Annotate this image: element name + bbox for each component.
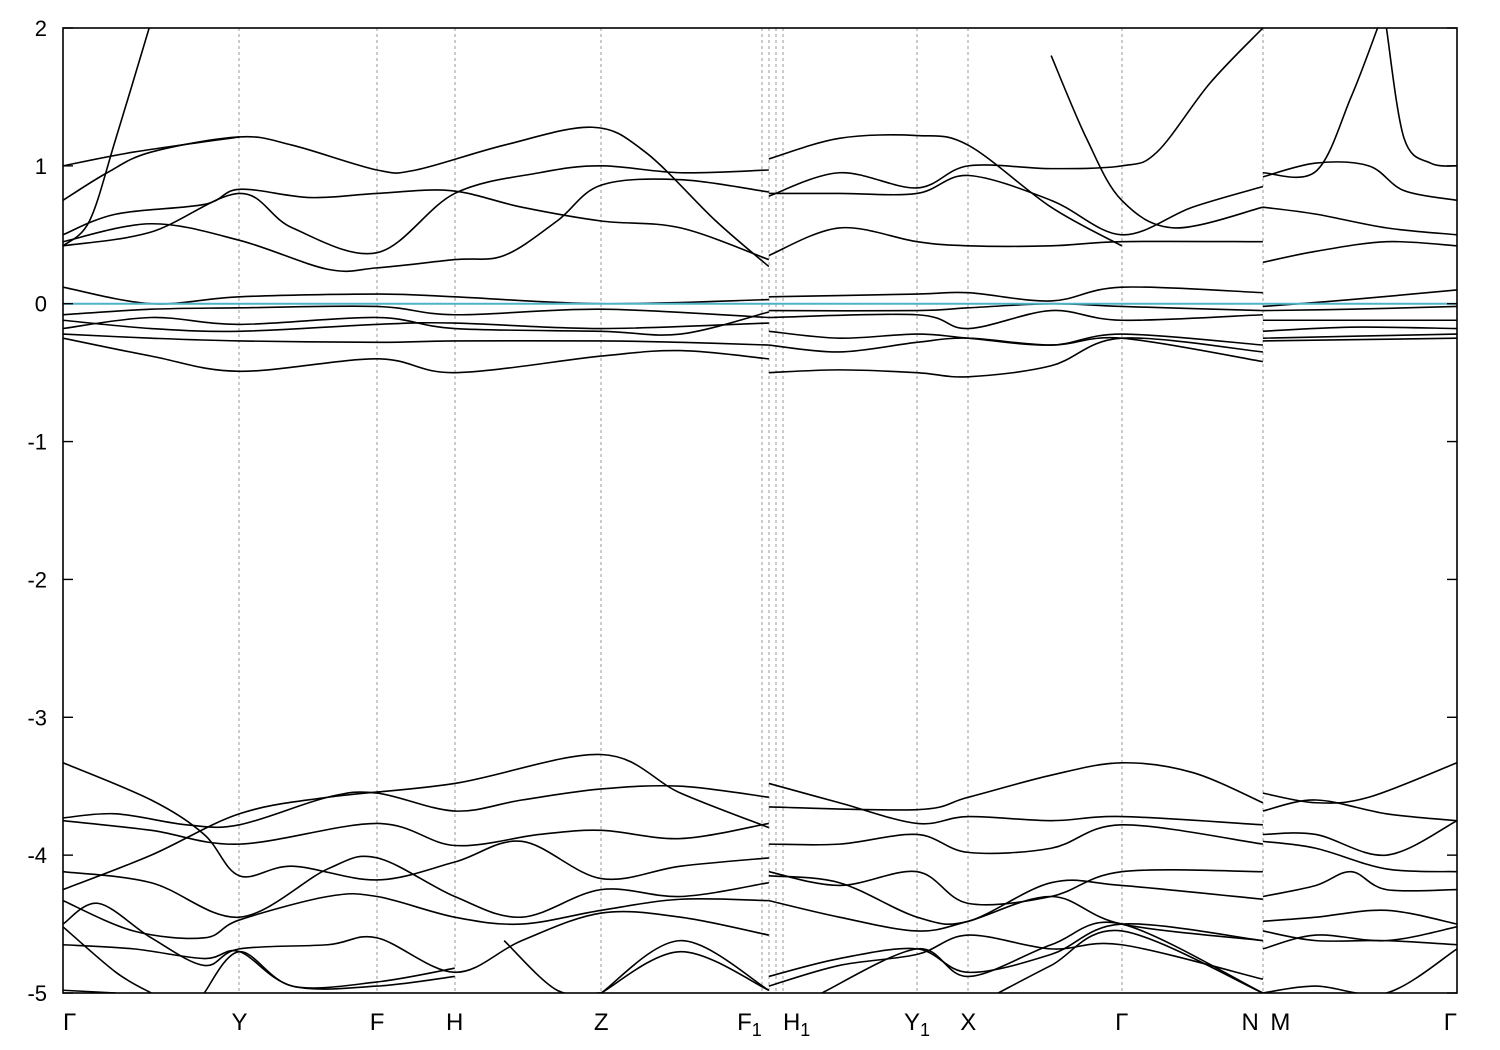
kpoint-label: Γ [63,1009,76,1036]
kpoint-label: Y [231,1009,247,1036]
band-line [768,875,1263,926]
band-line [821,921,1264,993]
kpoint-label: F [370,1009,385,1036]
band-line [63,926,152,993]
band-line [63,855,769,918]
kpoint-label: X [960,1009,976,1036]
band-line [1262,206,1457,236]
kpoint-label: Γ [1115,1009,1128,1036]
band-line [768,226,1263,257]
band-line [63,178,769,273]
band-line [600,950,770,993]
band-line [768,302,1263,312]
band-line [63,188,770,261]
y-tick-label: 0 [35,292,47,317]
band-line [1262,948,1457,993]
band-line [1262,289,1457,308]
band-line [63,892,769,940]
band-layer [63,28,1457,993]
band-line [63,333,769,346]
plot-frame [62,27,1458,994]
band-line [768,309,1263,330]
kpoint-label: Γ [1444,1009,1457,1036]
band-line [63,337,769,374]
band-line [63,319,769,333]
band-line [63,28,150,247]
y-tick-label: -4 [27,843,47,868]
band-line [1050,55,1264,229]
kpoint-label: Z [594,1009,609,1036]
y-tick-label: 1 [35,154,47,179]
band-line [63,943,455,990]
kpoint-label: H1 [783,1009,810,1040]
kpoint-label: H [446,1009,463,1036]
band-line [63,784,769,829]
band-line [1262,326,1457,333]
band-line [1262,799,1457,822]
band-line [1262,840,1457,873]
kpoint-label: N [1242,1009,1259,1036]
band-line [1262,161,1457,202]
grid-layer [238,28,1264,993]
band-line [1262,333,1457,339]
band-line [768,923,1263,978]
band-line [1385,28,1457,167]
band-line [203,950,455,993]
band-line [63,902,769,974]
band-line [63,311,770,336]
x-axis: Γ Y F H Z F1 H1 Y1 X Γ N M Γ [63,1009,1457,1040]
band-line [600,939,770,993]
y-tick-label: -1 [27,430,47,455]
kpoint-label-subscript: 1 [800,1020,810,1040]
kpoint-label: Y1 [904,1009,930,1040]
band-line [768,337,1263,378]
band-line [768,869,1263,906]
y-tick-label: -5 [27,981,47,1006]
band-line [63,819,769,847]
band-line [63,762,769,881]
y-tick-label: -2 [27,567,47,592]
band-line [63,165,769,255]
band-line [1262,926,1457,950]
band-line [768,824,1264,855]
band-line [63,753,770,891]
kpoint-label: M [1270,1009,1290,1036]
band-line [768,174,1264,236]
band-line [503,940,602,993]
band-line [1262,337,1457,342]
band-line [1262,870,1457,898]
kpoint-label: F1 [737,1009,762,1040]
band-line [1262,762,1457,804]
kpoint-label-subscript: 1 [752,1020,762,1040]
band-line [768,895,1263,942]
band-line [768,761,1264,811]
band-line [1262,305,1457,312]
band-line [1262,909,1457,925]
y-axis: 2 1 0 -1 -2 -3 -4 -5 [27,16,1457,1006]
band-line [1262,28,1379,179]
band-line [768,286,1263,302]
band-line [63,136,240,167]
kpoint-label-subscript: 1 [920,1020,930,1040]
band-line [1262,930,1457,946]
band-line [1262,240,1457,264]
band-line [768,782,1263,826]
band-line [63,305,769,319]
band-line [63,126,770,268]
band-line [997,929,1264,993]
band-line [1262,819,1457,856]
band-line [768,28,1264,197]
band-line [63,286,769,305]
band-line [768,336,1264,363]
band-line [768,134,1123,247]
y-tick-label: 2 [35,16,47,41]
y-tick-label: -3 [27,705,47,730]
band-line [768,934,1264,987]
